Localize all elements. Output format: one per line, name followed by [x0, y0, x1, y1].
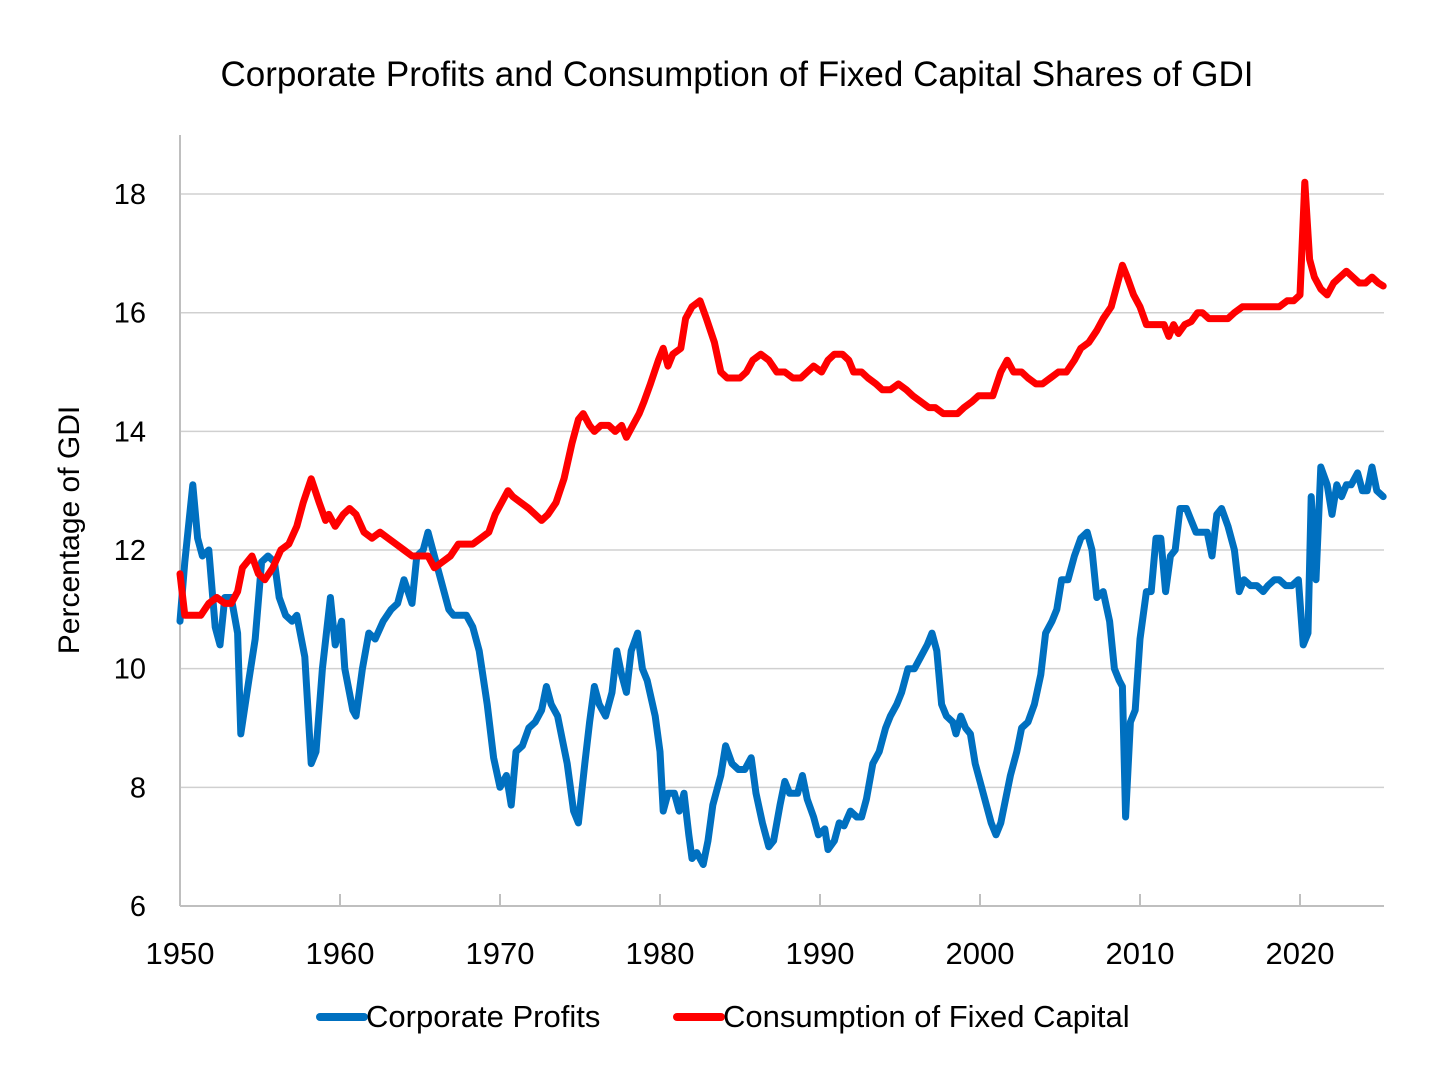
y-tick-label: 12 [114, 535, 146, 567]
y-tick-label: 10 [114, 654, 146, 686]
series-line-consumption-of-fixed-capital [176, 178, 1387, 619]
chart-title: Corporate Profits and Consumption of Fix… [221, 55, 1254, 94]
y-tick-label: 18 [114, 179, 146, 211]
y-tick-label: 14 [114, 416, 146, 448]
x-tick-label: 1990 [786, 936, 855, 971]
x-tick-label: 1980 [626, 936, 695, 971]
x-tick-label: 1960 [306, 936, 375, 971]
x-tick-label: 1970 [466, 936, 535, 971]
legend-label-consumption-of-fixed-capital: Consumption of Fixed Capital [723, 999, 1130, 1034]
legend: Corporate Profits Consumption of Fixed C… [316, 999, 1130, 1034]
y-tick-label: 6 [130, 891, 146, 923]
x-tick-labels: 1950 1960 1970 1980 1990 2000 2010 2020 [146, 894, 1335, 971]
x-tick-label: 1950 [146, 936, 215, 971]
gridlines [180, 193, 1384, 789]
series-lines [176, 178, 1387, 868]
x-tick-label: 2010 [1106, 936, 1175, 971]
x-tick-label: 2020 [1266, 936, 1335, 971]
series-line-corporate-profits [176, 463, 1387, 868]
y-tick-label: 16 [114, 298, 146, 330]
x-tick-label: 2000 [946, 936, 1015, 971]
y-axis-label: Percentage of GDI [53, 406, 86, 654]
legend-label-corporate-profits: Corporate Profits [366, 999, 600, 1034]
y-tick-labels: 6 8 10 12 14 16 18 [114, 179, 146, 923]
y-tick-label: 8 [130, 772, 146, 804]
